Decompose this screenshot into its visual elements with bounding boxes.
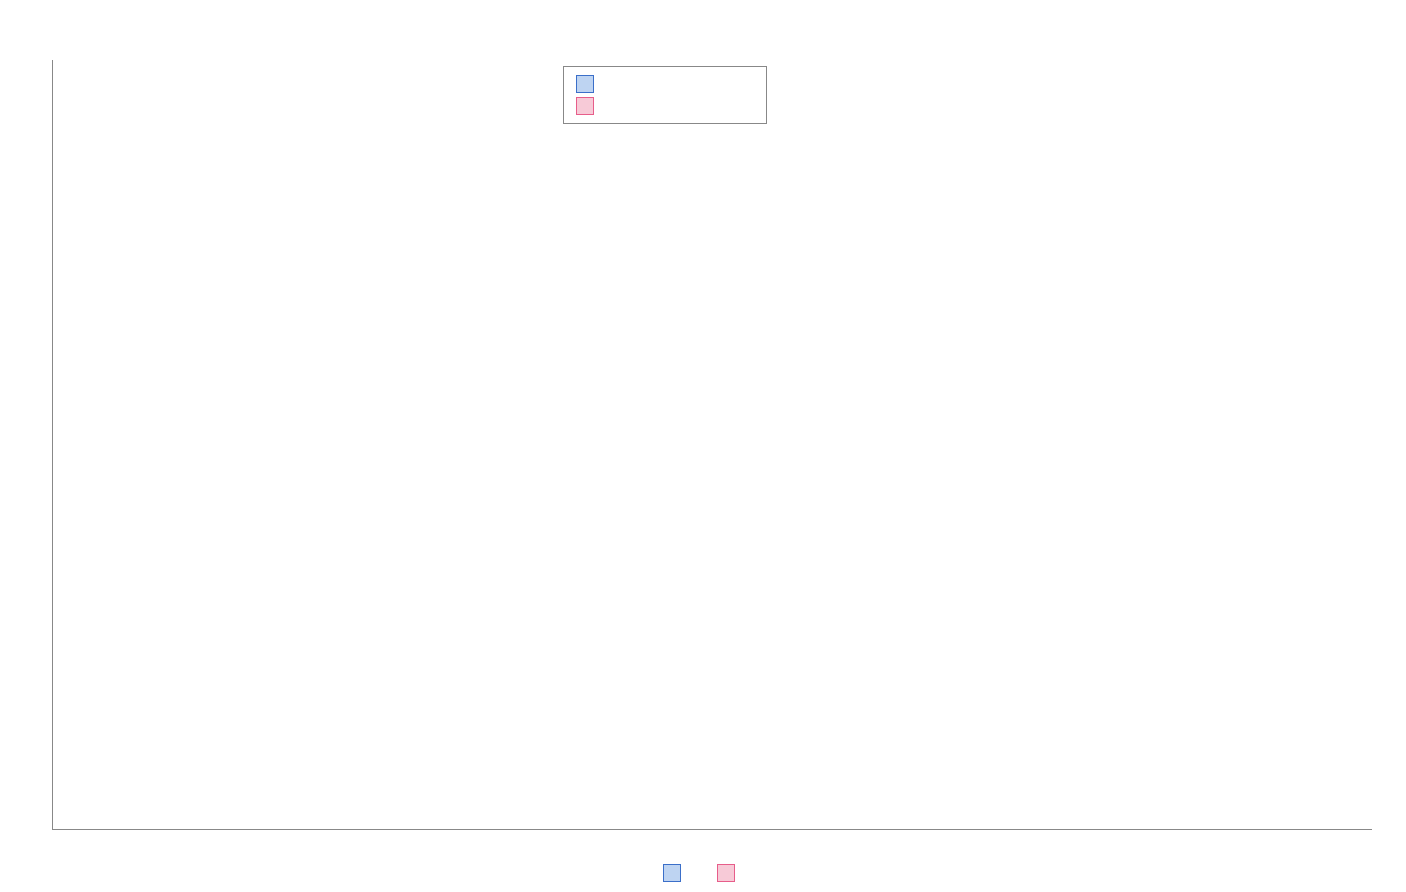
stats-row-laos xyxy=(576,95,754,117)
legend-swatch-pink-icon xyxy=(717,864,735,882)
chart-header xyxy=(0,0,1406,44)
legend-item-laos xyxy=(717,864,743,882)
stats-box xyxy=(563,66,767,124)
swatch-pink-icon xyxy=(576,97,594,115)
legend-swatch-blue-icon xyxy=(663,864,681,882)
swatch-blue-icon xyxy=(576,75,594,93)
legend xyxy=(0,864,1406,882)
stats-row-greeks xyxy=(576,73,754,95)
plot-area xyxy=(52,60,1372,830)
legend-item-greeks xyxy=(663,864,689,882)
